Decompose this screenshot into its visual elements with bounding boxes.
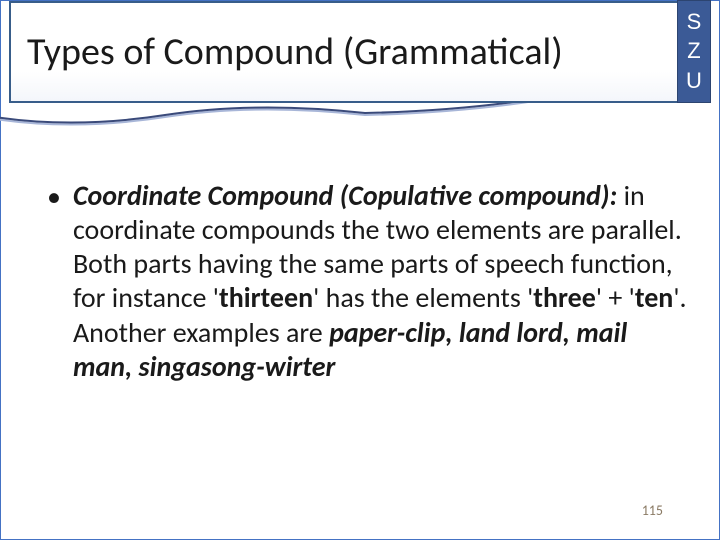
page-number: 115 <box>642 502 663 519</box>
body-paragraph: Coordinate Compound (Copulative compound… <box>73 179 689 384</box>
lead-term: Coordinate Compound (Copulative compound… <box>73 178 617 213</box>
text-seg-3: ' + ' <box>596 280 635 315</box>
bullet-item: • Coordinate Compound (Copulative compou… <box>47 179 689 384</box>
szu-letter-s: S <box>687 11 702 33</box>
bold-three: three <box>533 280 596 315</box>
bold-thirteen: thirteen <box>219 280 313 315</box>
bullet-marker: • <box>47 179 61 214</box>
szu-letter-u: U <box>686 70 702 92</box>
text-seg-2: ' has the elements ' <box>313 280 533 315</box>
page-title: Types of Compound (Grammatical) <box>27 29 563 75</box>
title-box: Types of Compound (Grammatical) <box>9 1 679 103</box>
szu-badge: S Z U <box>677 0 711 103</box>
content-area: • Coordinate Compound (Copulative compou… <box>47 179 689 384</box>
bold-ten: ten <box>635 280 674 315</box>
szu-letter-z: Z <box>687 40 700 62</box>
header-region: Types of Compound (Grammatical) S Z U <box>1 1 719 114</box>
